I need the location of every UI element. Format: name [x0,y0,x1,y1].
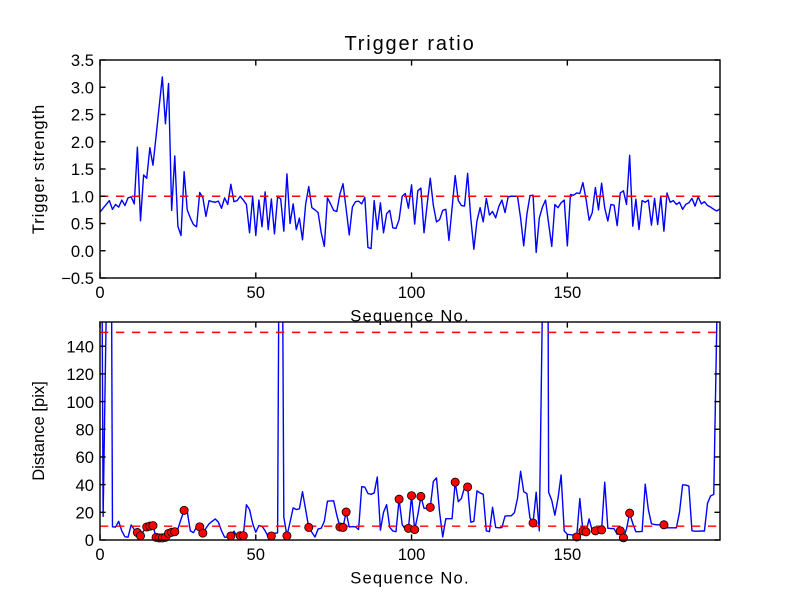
svg-text:150: 150 [553,283,581,302]
svg-text:80: 80 [76,420,94,439]
svg-text:Distance [pix]: Distance [pix] [29,381,48,481]
svg-text:0.5: 0.5 [71,215,94,234]
svg-text:Sequence No.: Sequence No. [350,307,470,326]
svg-text:50: 50 [247,283,265,302]
svg-text:3.5: 3.5 [71,51,94,70]
svg-text:120: 120 [66,365,94,384]
svg-text:3.0: 3.0 [71,78,94,97]
svg-text:140: 140 [66,337,94,356]
svg-text:−0.5: −0.5 [61,269,94,288]
svg-text:2.0: 2.0 [71,133,94,152]
svg-text:40: 40 [76,476,94,495]
svg-text:100: 100 [66,393,94,412]
svg-text:Trigger ratio: Trigger ratio [344,33,475,55]
svg-text:0: 0 [85,531,94,550]
svg-text:Trigger strength: Trigger strength [29,104,48,234]
svg-text:50: 50 [247,545,265,564]
svg-text:0: 0 [95,545,104,564]
svg-text:100: 100 [398,545,426,564]
svg-text:100: 100 [398,283,426,302]
svg-text:1.0: 1.0 [71,187,94,206]
svg-text:60: 60 [76,448,94,467]
svg-text:Sequence No.: Sequence No. [350,569,470,588]
svg-text:0: 0 [95,283,104,302]
svg-text:1.5: 1.5 [71,160,94,179]
svg-text:2.5: 2.5 [71,106,94,125]
svg-text:150: 150 [553,545,581,564]
svg-text:0.0: 0.0 [71,242,94,261]
svg-text:20: 20 [76,504,94,523]
